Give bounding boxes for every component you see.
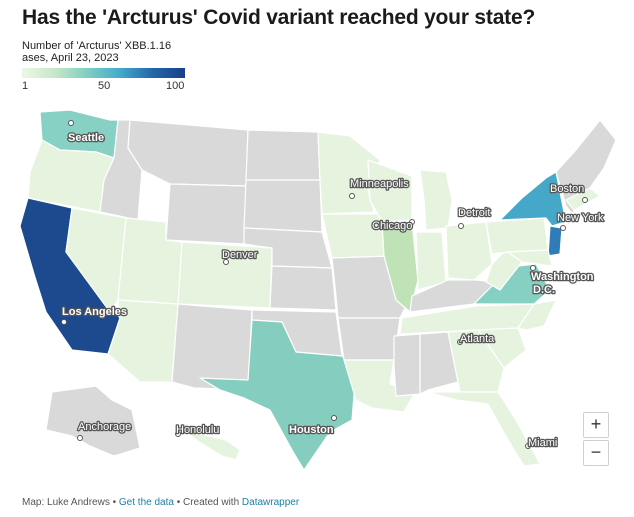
city-labels: Seattle Minneapolis Boston Detroit Chica…	[61, 131, 606, 451]
footer-middle-text: • Created with	[173, 497, 242, 508]
city-dot-honolulu	[175, 431, 181, 437]
legend-title: Number of 'Arcturus' XBB.1.16 ases, Apri…	[22, 40, 222, 64]
city-dot-houston	[331, 415, 337, 421]
city-label-anchorage: Anchorage	[78, 421, 131, 433]
city-markers	[61, 120, 588, 449]
state-maryland-delaware[interactable]	[507, 249, 553, 267]
legend-min-label: 1	[22, 80, 29, 92]
city-label-new-york: New York	[557, 212, 604, 224]
city-dot-atlanta	[457, 339, 463, 345]
state-new-england[interactable]	[555, 119, 617, 215]
state-indiana[interactable]	[415, 231, 447, 291]
city-label-atlanta: Atlanta	[460, 333, 495, 345]
city-dot-boston	[582, 197, 588, 203]
city-dot-miami	[525, 443, 531, 449]
state-wyoming[interactable]	[165, 183, 247, 245]
city-label-detroit: Detroit	[458, 207, 490, 219]
chart-title: Has the 'Arcturus' Covid variant reached…	[22, 6, 536, 29]
footer-credit: Map: Luke Andrews •	[22, 497, 119, 508]
state-alabama[interactable]	[419, 331, 459, 395]
city-label-washington: Washington	[531, 271, 594, 283]
city-label-seattle: Seattle	[68, 132, 104, 144]
us-map[interactable]: Seattle Minneapolis Boston Detroit Chica…	[0, 90, 634, 490]
state-nevada[interactable]	[65, 207, 127, 313]
state-south-dakota[interactable]	[243, 179, 323, 233]
state-ohio[interactable]	[445, 221, 493, 281]
state-hawaii[interactable]	[177, 423, 241, 461]
legend-mid-label: 50	[98, 80, 111, 92]
city-dot-seattle	[68, 120, 74, 126]
city-label-boston: Boston	[550, 183, 584, 195]
city-dot-new-york	[560, 225, 566, 231]
state-florida[interactable]	[427, 391, 541, 467]
city-label-chicago: Chicago	[372, 220, 412, 232]
state-new-mexico[interactable]	[171, 303, 253, 391]
state-pennsylvania[interactable]	[485, 217, 549, 255]
city-label-dc: D.C.	[533, 284, 555, 296]
city-dot-washington	[530, 265, 536, 271]
legend-title-line2: ases, April 23, 2023	[22, 52, 119, 64]
state-alaska[interactable]	[45, 385, 141, 457]
state-kansas[interactable]	[269, 265, 337, 311]
city-dot-chicago	[409, 219, 415, 225]
footer: Map: Luke Andrews • Get the data • Creat…	[22, 497, 299, 508]
datawrapper-link[interactable]: Datawrapper	[241, 497, 300, 508]
city-label-denver: Denver	[222, 249, 258, 261]
state-south-carolina[interactable]	[477, 327, 527, 369]
city-label-los-angeles: Los Angeles	[62, 306, 127, 318]
city-dot-los-angeles	[61, 319, 67, 325]
city-label-minneapolis: Minneapolis	[350, 178, 409, 190]
state-new-york[interactable]	[499, 171, 567, 227]
state-north-carolina[interactable]	[517, 299, 557, 331]
state-arkansas[interactable]	[337, 317, 401, 361]
city-label-miami: Miami	[528, 437, 557, 449]
state-montana[interactable]	[127, 119, 249, 187]
state-wisconsin[interactable]	[367, 159, 413, 223]
get-the-data-link[interactable]: Get the data	[118, 497, 174, 508]
legend-max-label: 100	[166, 80, 185, 92]
state-georgia[interactable]	[447, 329, 505, 393]
state-louisiana[interactable]	[343, 359, 415, 413]
state-michigan[interactable]	[419, 169, 453, 231]
zoom-out-button[interactable]: −	[583, 440, 609, 466]
legend-title-line1: Number of 'Arcturus' XBB.1.16	[22, 40, 172, 52]
zoom-in-button[interactable]: +	[583, 412, 609, 438]
city-dot-denver	[223, 259, 229, 265]
city-dot-minneapolis	[349, 193, 355, 199]
city-dot-anchorage	[77, 435, 83, 441]
legend-color-scale	[22, 68, 185, 78]
state-north-dakota[interactable]	[245, 129, 321, 181]
state-new-jersey[interactable]	[547, 225, 563, 257]
city-dot-detroit	[458, 223, 464, 229]
state-mississippi[interactable]	[393, 333, 421, 397]
city-label-houston: Houston	[289, 424, 334, 436]
state-texas[interactable]	[199, 319, 357, 471]
city-label-honolulu: Honolulu	[176, 424, 219, 436]
